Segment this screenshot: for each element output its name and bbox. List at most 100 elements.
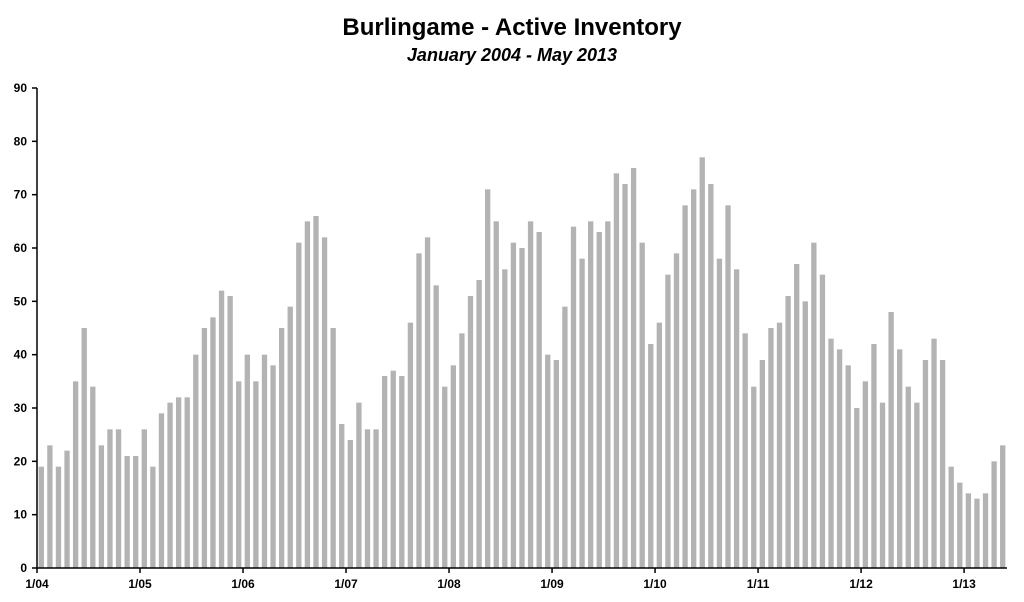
y-tick-label: 90 xyxy=(14,81,28,95)
bar xyxy=(965,493,972,568)
bar xyxy=(802,301,808,568)
bar xyxy=(948,466,954,568)
bar xyxy=(716,258,723,568)
bar xyxy=(218,290,225,568)
bar xyxy=(836,349,843,568)
bar xyxy=(244,354,250,568)
bar xyxy=(287,306,293,568)
bar xyxy=(939,360,946,568)
bar xyxy=(691,189,697,568)
bar xyxy=(55,466,62,568)
bar xyxy=(562,306,568,568)
bar xyxy=(974,498,980,568)
bar xyxy=(768,328,774,568)
bar xyxy=(656,322,662,568)
bar xyxy=(141,429,147,568)
bar xyxy=(957,482,963,568)
y-tick-label: 50 xyxy=(14,294,28,308)
bar xyxy=(545,354,551,568)
bar xyxy=(871,344,877,568)
bar xyxy=(811,242,817,569)
bar xyxy=(356,402,362,568)
bar xyxy=(150,466,156,568)
bar xyxy=(553,360,559,568)
x-tick-label: 1/08 xyxy=(437,577,461,591)
bar xyxy=(321,237,328,568)
bar xyxy=(81,328,87,568)
bar xyxy=(759,360,766,568)
bar xyxy=(296,242,302,569)
x-tick-label: 1/09 xyxy=(540,577,564,591)
bar xyxy=(639,242,645,569)
bar xyxy=(845,365,851,568)
bar xyxy=(433,285,439,568)
bar xyxy=(897,349,903,568)
y-tick-label: 30 xyxy=(14,401,28,415)
bar xyxy=(364,429,371,568)
bar xyxy=(613,173,620,568)
x-tick-label: 1/11 xyxy=(747,577,770,591)
bar xyxy=(682,205,688,568)
bar xyxy=(304,221,311,568)
bar xyxy=(167,402,173,568)
bar xyxy=(467,296,474,568)
bar xyxy=(828,338,834,568)
bar xyxy=(725,205,731,568)
bar xyxy=(605,221,611,568)
y-tick-label: 80 xyxy=(14,134,28,148)
y-tick-label: 40 xyxy=(14,348,28,362)
bar xyxy=(708,184,714,568)
bar xyxy=(64,450,70,568)
chart-subtitle: January 2004 - May 2013 xyxy=(406,45,618,65)
bar xyxy=(854,408,860,568)
bar xyxy=(931,338,937,568)
bar xyxy=(47,445,53,568)
x-tick-label: 1/13 xyxy=(952,577,976,591)
bar xyxy=(347,440,353,568)
bar xyxy=(90,386,96,568)
bar xyxy=(665,274,671,568)
x-axis-ticks: 1/04 1/05 1/06 1/07 1/08 1/09 1/10 1/11 1/12 1/13 xyxy=(25,568,976,591)
y-tick-label: 20 xyxy=(14,454,28,468)
y-tick-label: 0 xyxy=(20,561,27,575)
bar xyxy=(184,397,190,568)
bar xyxy=(536,232,542,568)
bar xyxy=(261,354,268,568)
bar xyxy=(193,354,199,568)
bar xyxy=(510,242,517,569)
x-tick-label: 1/10 xyxy=(643,577,667,591)
chart-title: Burlingame - Active Inventory xyxy=(342,14,682,41)
bar xyxy=(227,296,233,568)
bar xyxy=(210,317,216,568)
bar xyxy=(648,344,654,568)
bar xyxy=(673,253,680,568)
x-tick-label: 1/04 xyxy=(25,577,49,591)
bar xyxy=(794,264,800,568)
bar xyxy=(527,221,534,568)
bar xyxy=(991,461,997,568)
bar xyxy=(175,397,182,568)
bar xyxy=(72,381,79,568)
y-tick-label: 70 xyxy=(14,188,28,202)
bar xyxy=(450,365,456,568)
bar xyxy=(502,269,508,568)
bar xyxy=(133,456,139,568)
bar xyxy=(339,424,345,568)
bar xyxy=(270,365,276,568)
bar xyxy=(107,429,113,568)
bar xyxy=(922,360,929,568)
bar xyxy=(493,221,499,568)
bar xyxy=(785,296,791,568)
bar xyxy=(442,386,448,568)
bar xyxy=(905,386,911,568)
y-axis-ticks: 0 10 20 30 40 50 60 70 80 90 xyxy=(14,81,37,575)
bar xyxy=(313,216,319,568)
bar xyxy=(588,221,594,568)
bar xyxy=(373,429,379,568)
bar xyxy=(699,157,705,568)
x-tick-label: 1/05 xyxy=(128,577,152,591)
x-tick-label: 1/06 xyxy=(231,577,255,591)
bar xyxy=(519,248,525,568)
bar xyxy=(879,402,886,568)
